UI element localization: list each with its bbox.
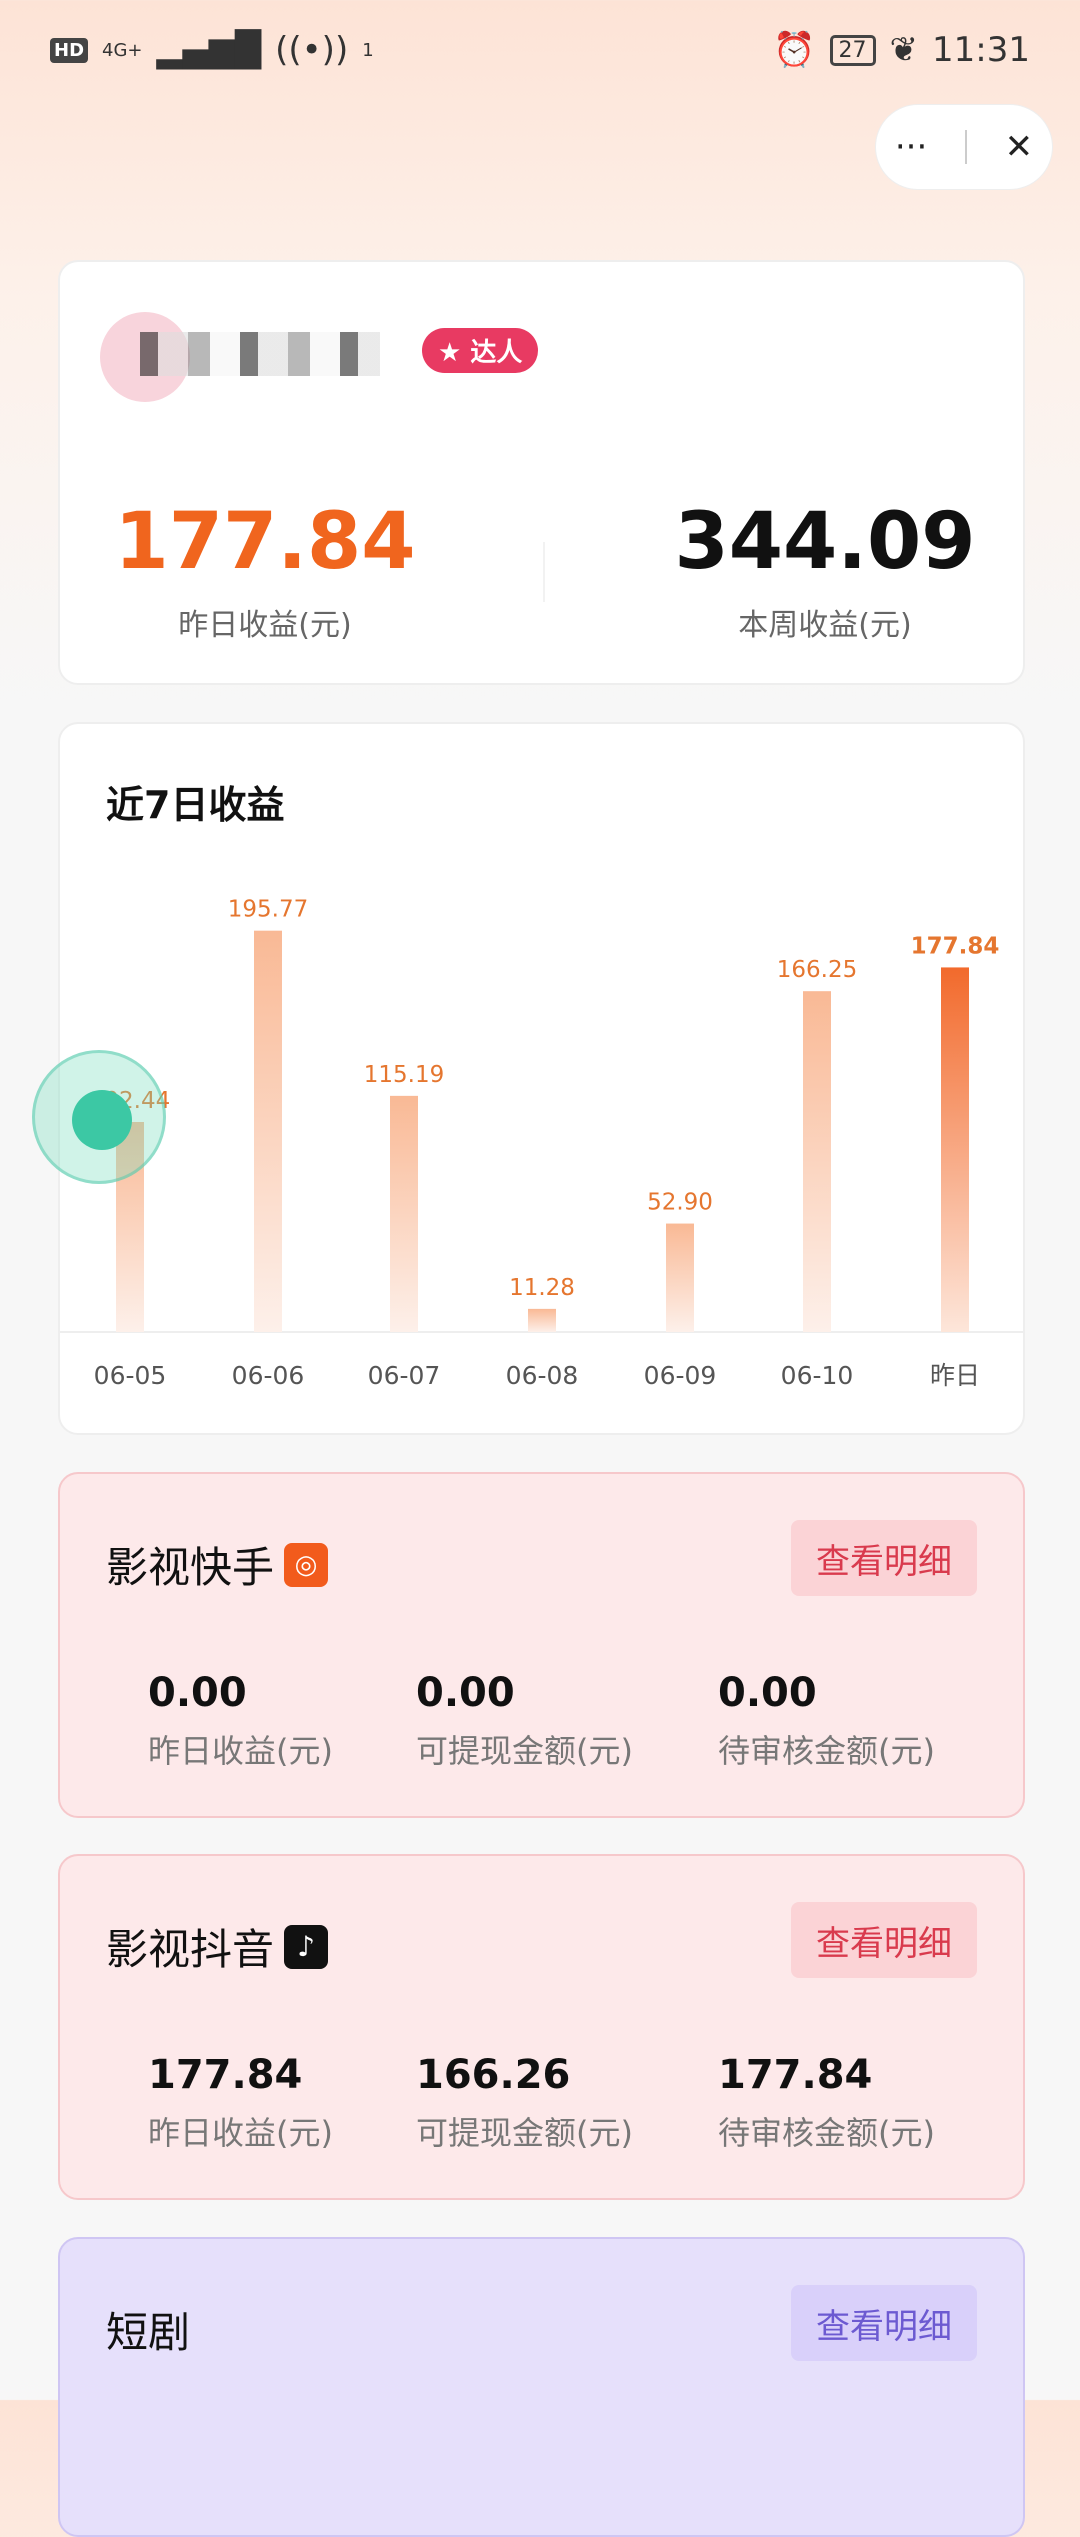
douyin-icon: ♪	[284, 1924, 329, 1969]
week-earnings-value: 344.09	[674, 497, 976, 587]
x-tick-label: 06-06	[232, 1361, 305, 1390]
section-title-text: 影视抖音	[106, 1925, 275, 1974]
data-label: 52.90	[647, 1190, 713, 1216]
hotspot-count: 1	[362, 39, 374, 61]
hotspot-icon: ((•))	[275, 30, 349, 70]
signal-icon: ▂▄▆█	[156, 30, 262, 70]
data-label: 166.25	[777, 957, 857, 983]
bar	[528, 1308, 556, 1332]
stat-value: 166.26	[416, 2052, 571, 2098]
data-label: 177.84	[911, 933, 1000, 959]
x-tick-label: 昨日	[930, 1361, 980, 1390]
view-details-button[interactable]: 查看明细	[791, 1902, 977, 1978]
divider	[543, 542, 545, 602]
stat-label: 可提现金额(元)	[416, 2114, 633, 2152]
stat-label: 可提现金额(元)	[416, 1732, 633, 1770]
yesterday-earnings-label: 昨日收益(元)	[178, 608, 352, 643]
x-tick-label: 06-10	[781, 1361, 854, 1390]
section-title-text: 短剧	[106, 2308, 191, 2357]
leaf-icon: ❦	[889, 30, 919, 70]
chart-title: 近7日收益	[106, 783, 285, 827]
more-button[interactable]: ···	[894, 127, 928, 167]
x-tick-label: 06-07	[368, 1361, 441, 1390]
username-blurred	[140, 332, 380, 376]
section-title-text: 影视快手	[106, 1543, 275, 1592]
data-label: 115.19	[364, 1062, 444, 1088]
close-button[interactable]: ✕	[1004, 127, 1034, 167]
data-label: 11.28	[509, 1275, 575, 1301]
earnings-bar-chart: 102.4406-05195.7706-06115.1906-0711.2806…	[60, 897, 1023, 1390]
section-title: 短剧	[106, 2299, 190, 2360]
hd-icon: HD	[50, 37, 89, 63]
alarm-icon: ⏰	[773, 30, 816, 70]
data-label: 195.77	[228, 897, 308, 923]
battery-icon: 27	[829, 34, 876, 66]
chart-card: 近7日收益 102.44 06-05 195.77 06-06 115.19 06-07 1…	[58, 722, 1025, 1435]
bar	[390, 1095, 418, 1332]
stat-value: 0.00	[148, 1670, 247, 1716]
section-title: 影视抖音 ♪	[106, 1916, 329, 1977]
x-tick-label: 06-08	[506, 1361, 579, 1390]
bar	[254, 930, 282, 1332]
yesterday-earnings-value: 177.84	[114, 497, 416, 587]
stat-value: 0.00	[416, 1670, 515, 1716]
touch-indicator	[32, 1050, 166, 1184]
network-label: 4G+	[102, 39, 143, 61]
capsule-divider	[964, 130, 967, 164]
talent-badge: ★ 达人	[422, 328, 539, 373]
status-bar: HD 4G+ ▂▄▆█ ((•)) 1 ⏰ 27 ❦ 11:31	[50, 28, 1030, 72]
summary-card: ★ 达人 177.84 昨日收益(元) 344.09 本周收益(元)	[58, 260, 1025, 685]
mini-program-capsule: ··· ✕	[875, 104, 1053, 190]
badge-label: 达人	[470, 338, 523, 368]
stat-value: 177.84	[718, 2052, 873, 2098]
week-earnings-label: 本周收益(元)	[738, 608, 912, 643]
clock: 11:31	[932, 30, 1030, 70]
bar	[803, 991, 831, 1332]
bar	[941, 967, 969, 1332]
stat-label: 待审核金额(元)	[718, 2114, 935, 2152]
x-tick-label: 06-09	[644, 1361, 717, 1390]
x-tick-label: 06-05	[94, 1361, 167, 1390]
bar	[666, 1223, 694, 1332]
stat-label: 昨日收益(元)	[148, 2114, 333, 2152]
section-card: 短剧 查看明细	[58, 2237, 1025, 2537]
stat-label: 昨日收益(元)	[148, 1732, 333, 1770]
view-details-button[interactable]: 查看明细	[791, 2285, 977, 2361]
stat-value: 177.84	[148, 2052, 303, 2098]
section-card: 影视抖音 ♪ 查看明细 177.84 昨日收益(元) 166.26 可提现金额(元) 177.…	[58, 1854, 1025, 2200]
stat-value: 0.00	[718, 1670, 817, 1716]
stat-label: 待审核金额(元)	[718, 1732, 935, 1770]
view-details-button[interactable]: 查看明细	[791, 1520, 977, 1596]
kuaishou-icon: ◎	[284, 1542, 329, 1587]
section-card: 影视快手 ◎ 查看明细 0.00 昨日收益(元) 0.00 可提现金额(元) 0.00 待审核金…	[58, 1472, 1025, 1818]
section-title: 影视快手 ◎	[106, 1534, 329, 1595]
